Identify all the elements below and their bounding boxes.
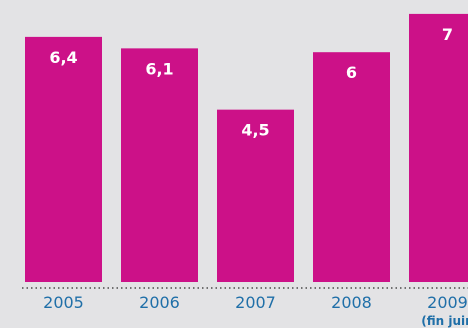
x-tick-label-2009: 2009 bbox=[427, 293, 468, 312]
x-tick-label-2005: 2005 bbox=[43, 293, 84, 312]
value-label-2006: 6,1 bbox=[145, 59, 173, 78]
bar-2008 bbox=[313, 52, 390, 283]
value-label-2009: 7 bbox=[442, 25, 453, 44]
value-label-2007: 4,5 bbox=[241, 121, 269, 140]
bar-2009 bbox=[409, 13, 468, 283]
bar-2005 bbox=[25, 36, 102, 282]
x-tick-label-2008: 2008 bbox=[331, 293, 372, 312]
x-tick-label-2007: 2007 bbox=[235, 293, 276, 312]
bar-2007 bbox=[217, 109, 294, 283]
x-tick-label-2006: 2006 bbox=[139, 293, 180, 312]
x-tick-sublabel-2009: (fin juin bbox=[421, 314, 468, 328]
bar-2006 bbox=[121, 48, 198, 283]
bars-group bbox=[25, 13, 468, 283]
value-label-2005: 6,4 bbox=[49, 48, 77, 67]
value-label-2008: 6 bbox=[346, 63, 357, 82]
labels-group: 6,4 2005 6,1 2006 4,5 2007 6 2008 7 2009 (fin juin bbox=[43, 25, 468, 328]
